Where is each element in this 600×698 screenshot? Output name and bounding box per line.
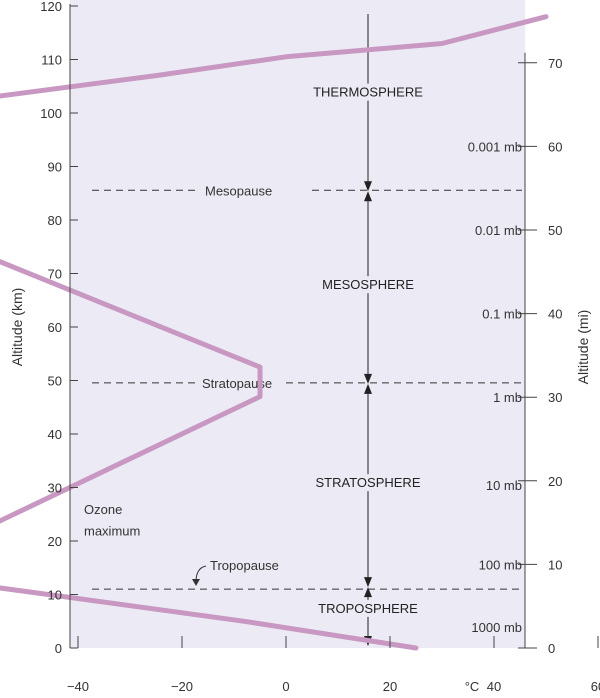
annotations: Ozone maximum [84, 502, 140, 538]
y2-tick-label: 60 [548, 139, 562, 154]
x-tick-label: 40 [487, 679, 501, 694]
x-tick-label: 60 [591, 679, 600, 694]
y-tick-label: 20 [48, 534, 62, 549]
y-tick-label: 100 [40, 106, 62, 121]
pressure-labels: 1000 mb 100 mb 10 mb 1 mb 0.1 mb 0.01 mb 0.001… [468, 139, 522, 635]
layer-label-bg [314, 599, 422, 617]
layer-label-bg [310, 83, 426, 101]
x-axis-unit-label: °C [465, 679, 480, 694]
plot-area [70, 0, 525, 648]
y2-axis-title: Altitude (mi) [575, 310, 591, 385]
y-tick-label: 110 [41, 53, 62, 68]
y2-tick-label: 0 [548, 641, 555, 656]
pressure-label: 1 mb [493, 390, 522, 405]
temperature-profile [0, 14, 549, 651]
y-tick-label: 70 [48, 267, 62, 282]
arrow-head-up [364, 587, 372, 598]
y-tick-label: 30 [48, 481, 62, 496]
layer-label-troposphere: TROPOSPHERE [318, 601, 418, 616]
temperature-axis: −100−80−60−40−200204060 [67, 636, 600, 694]
layer-label-stratosphere: STRATOSPHERE [316, 475, 421, 490]
y2-tick-label: 30 [548, 390, 562, 405]
y-tick-label: 120 [40, 0, 62, 14]
pressure-label: 100 mb [479, 557, 522, 572]
y-tick-label: 80 [48, 213, 62, 228]
y-tick-label: 90 [48, 160, 62, 175]
layer-labels: TROPOSPHERE STRATOSPHERE MESOSPHERE THERMOS… [310, 83, 426, 617]
boundary-lines: Tropopause Stratopause Mesopause [92, 183, 522, 590]
layer-label-bg [319, 276, 417, 294]
y-tick-label: 50 [48, 374, 62, 389]
pressure-label: 0.01 mb [475, 223, 522, 238]
layer-label-thermosphere: THERMOSPHERE [313, 85, 423, 100]
mesopause-label: Mesopause [205, 183, 272, 198]
pressure-label: 10 mb [486, 478, 522, 493]
x-tick-label: −40 [67, 679, 89, 694]
x-tick-label: −20 [171, 679, 193, 694]
tropopause-pointer-head [192, 579, 200, 586]
y2-tick-label: 40 [548, 307, 562, 322]
y-tick-label: 40 [48, 427, 62, 442]
y-tick-label: 0 [55, 641, 62, 656]
y-axis-title: Altitude (km) [9, 288, 25, 367]
altitude-mi-axis: 0 10 20 30 40 50 60 70 [518, 52, 562, 656]
y2-tick-label: 50 [548, 223, 562, 238]
layer-label-mesosphere: MESOSPHERE [322, 277, 414, 292]
pressure-label: 0.001 mb [468, 139, 522, 154]
arrow-head-up [364, 191, 372, 202]
arrow-head-up [364, 383, 372, 394]
y-tick-label: 10 [48, 588, 62, 603]
altitude-km-axis: 0 10 20 30 40 50 60 70 80 90 100 110 120 [40, 0, 78, 656]
tropopause-label: Tropopause [210, 558, 279, 573]
ozone-annotation: Ozone [84, 502, 122, 517]
y2-tick-label: 10 [548, 557, 562, 572]
y2-tick-label: 70 [548, 56, 562, 71]
pressure-label: 0.1 mb [482, 307, 522, 322]
ozone-annotation: maximum [84, 523, 140, 538]
y-tick-label: 60 [48, 320, 62, 335]
pressure-label: 1000 mb [471, 620, 522, 635]
y2-tick-label: 20 [548, 474, 562, 489]
stratopause-label: Stratopause [202, 376, 272, 391]
layer-label-bg [310, 474, 426, 492]
x-tick-label: 0 [282, 679, 289, 694]
x-tick-label: 20 [383, 679, 397, 694]
temperature-line [0, 14, 549, 651]
